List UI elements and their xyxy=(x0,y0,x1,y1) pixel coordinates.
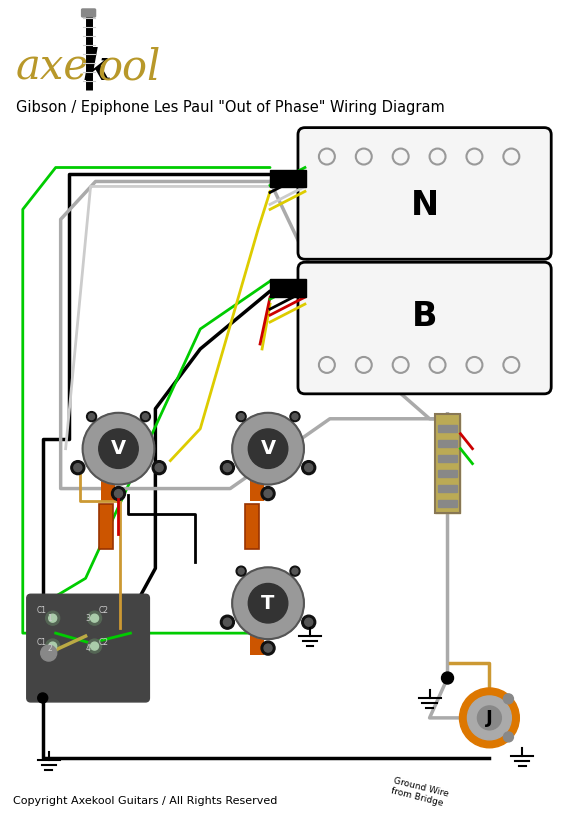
Circle shape xyxy=(305,463,313,472)
Circle shape xyxy=(46,639,59,653)
Bar xyxy=(437,470,457,476)
Text: T: T xyxy=(262,593,275,613)
Text: ool: ool xyxy=(98,47,161,89)
FancyBboxPatch shape xyxy=(298,263,551,393)
Circle shape xyxy=(142,414,148,420)
Bar xyxy=(245,503,259,550)
Bar xyxy=(99,503,112,550)
Bar xyxy=(250,627,264,655)
Bar xyxy=(435,414,460,514)
Bar xyxy=(270,279,306,297)
Circle shape xyxy=(238,414,244,420)
Circle shape xyxy=(460,688,519,748)
Circle shape xyxy=(220,615,234,629)
Circle shape xyxy=(232,413,304,485)
Bar xyxy=(99,503,112,550)
Circle shape xyxy=(292,414,298,420)
Circle shape xyxy=(441,672,453,684)
Circle shape xyxy=(236,411,246,422)
Text: k: k xyxy=(83,47,111,89)
Text: axe: axe xyxy=(16,47,89,89)
Circle shape xyxy=(152,461,166,475)
Circle shape xyxy=(83,413,154,485)
Circle shape xyxy=(49,614,57,622)
Circle shape xyxy=(155,463,163,472)
Bar xyxy=(435,414,460,514)
Circle shape xyxy=(232,567,304,639)
Circle shape xyxy=(261,641,275,655)
Circle shape xyxy=(504,732,513,742)
Circle shape xyxy=(264,489,272,498)
Bar xyxy=(437,440,457,446)
Circle shape xyxy=(248,584,288,623)
Circle shape xyxy=(140,411,150,422)
Bar xyxy=(437,424,457,432)
Bar xyxy=(437,499,457,506)
FancyBboxPatch shape xyxy=(82,9,95,17)
Text: C2: C2 xyxy=(99,637,108,646)
Text: 1: 1 xyxy=(48,614,53,623)
Text: 4: 4 xyxy=(86,644,90,653)
Circle shape xyxy=(290,411,300,422)
Circle shape xyxy=(264,644,272,652)
FancyBboxPatch shape xyxy=(27,594,150,702)
Circle shape xyxy=(301,461,316,475)
Text: 2: 2 xyxy=(48,644,53,653)
Circle shape xyxy=(41,645,57,661)
Circle shape xyxy=(223,463,231,472)
Text: V: V xyxy=(111,439,126,459)
Circle shape xyxy=(74,463,82,472)
Circle shape xyxy=(261,486,275,501)
Circle shape xyxy=(99,429,138,468)
Circle shape xyxy=(220,461,234,475)
Circle shape xyxy=(111,486,126,501)
Circle shape xyxy=(468,696,512,740)
Circle shape xyxy=(236,566,246,576)
Bar xyxy=(437,454,457,462)
Circle shape xyxy=(305,618,313,626)
Circle shape xyxy=(87,611,102,625)
Text: B: B xyxy=(412,299,437,333)
Circle shape xyxy=(115,489,123,498)
Text: Ground Wire
from Bridge: Ground Wire from Bridge xyxy=(389,776,449,809)
Text: C2: C2 xyxy=(99,606,108,615)
FancyBboxPatch shape xyxy=(298,128,551,259)
Circle shape xyxy=(91,614,99,622)
Circle shape xyxy=(248,429,288,468)
Circle shape xyxy=(238,568,244,574)
Bar xyxy=(437,485,457,492)
Circle shape xyxy=(301,615,316,629)
Bar xyxy=(250,472,264,501)
Circle shape xyxy=(223,618,231,626)
Text: V: V xyxy=(260,439,276,459)
Circle shape xyxy=(87,639,102,653)
Circle shape xyxy=(38,693,48,703)
Bar xyxy=(270,169,306,188)
Bar xyxy=(100,472,115,501)
Circle shape xyxy=(87,411,96,422)
Text: Gibson / Epiphone Les Paul "Out of Phase" Wiring Diagram: Gibson / Epiphone Les Paul "Out of Phase… xyxy=(16,100,445,115)
Circle shape xyxy=(477,706,501,730)
Circle shape xyxy=(292,568,298,574)
Bar xyxy=(245,503,259,550)
Text: 3: 3 xyxy=(86,614,90,623)
Text: N: N xyxy=(411,189,439,222)
Circle shape xyxy=(71,461,85,475)
Circle shape xyxy=(46,611,59,625)
Circle shape xyxy=(504,693,513,704)
Circle shape xyxy=(91,642,99,650)
Circle shape xyxy=(89,414,95,420)
Circle shape xyxy=(49,642,57,650)
Circle shape xyxy=(290,566,300,576)
Text: C1: C1 xyxy=(37,606,47,615)
Text: Copyright Axekool Guitars / All Rights Reserved: Copyright Axekool Guitars / All Rights R… xyxy=(13,796,277,806)
Text: J: J xyxy=(486,709,493,727)
Text: C1: C1 xyxy=(37,637,47,646)
